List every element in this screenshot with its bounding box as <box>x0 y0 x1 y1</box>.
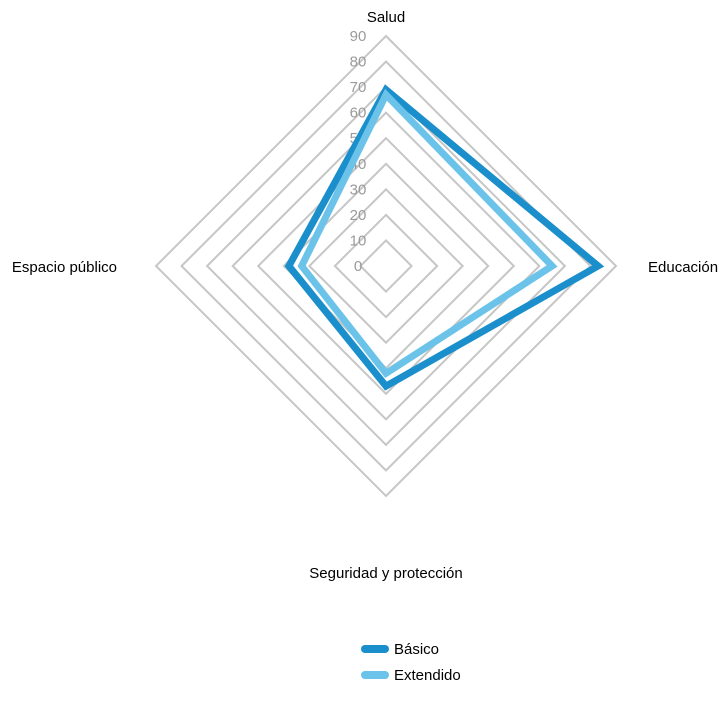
grid-ring-50 <box>256 136 516 396</box>
tick-label-30: 30 <box>350 181 367 198</box>
legend-swatch-extendido <box>361 671 389 679</box>
grid-ring-10 <box>359 239 413 293</box>
axis-label-salud: Salud <box>367 9 405 26</box>
legend-item-extendido: Extendido <box>361 662 461 688</box>
tick-label-80: 80 <box>350 54 367 71</box>
legend-label-basico: Básico <box>394 640 440 658</box>
legend-label-extendido: Extendido <box>394 666 461 684</box>
tick-label-0: 0 <box>354 258 362 275</box>
series-layer <box>284 84 605 391</box>
series-basico-polygon <box>284 84 605 391</box>
axis-labels: Salud Educación Seguridad y protección E… <box>12 9 718 582</box>
tick-label-70: 70 <box>350 79 367 96</box>
grid-ring-30 <box>307 187 465 345</box>
axis-label-espacio-publico: Espacio público <box>12 259 117 276</box>
grid-ring-60 <box>231 111 541 421</box>
grid-ring-90 <box>154 34 618 498</box>
grid-ring-40 <box>282 162 490 370</box>
grid-ring-80 <box>180 60 592 472</box>
axis-label-seguridad: Seguridad y protección <box>309 565 462 582</box>
legend-item-basico: Básico <box>361 636 461 662</box>
tick-label-20: 20 <box>350 207 367 224</box>
radar-grid <box>154 34 618 498</box>
axis-label-educacion: Educación <box>648 259 718 276</box>
tick-label-10: 10 <box>350 232 367 249</box>
series-extendido-polygon <box>297 88 558 379</box>
grid-ring-20 <box>333 213 439 319</box>
tick-label-60: 60 <box>350 105 367 122</box>
grid-ring-70 <box>205 85 567 447</box>
tick-label-90: 90 <box>350 28 367 45</box>
legend-swatch-basico <box>361 645 389 653</box>
legend: Básico Extendido <box>361 636 461 688</box>
